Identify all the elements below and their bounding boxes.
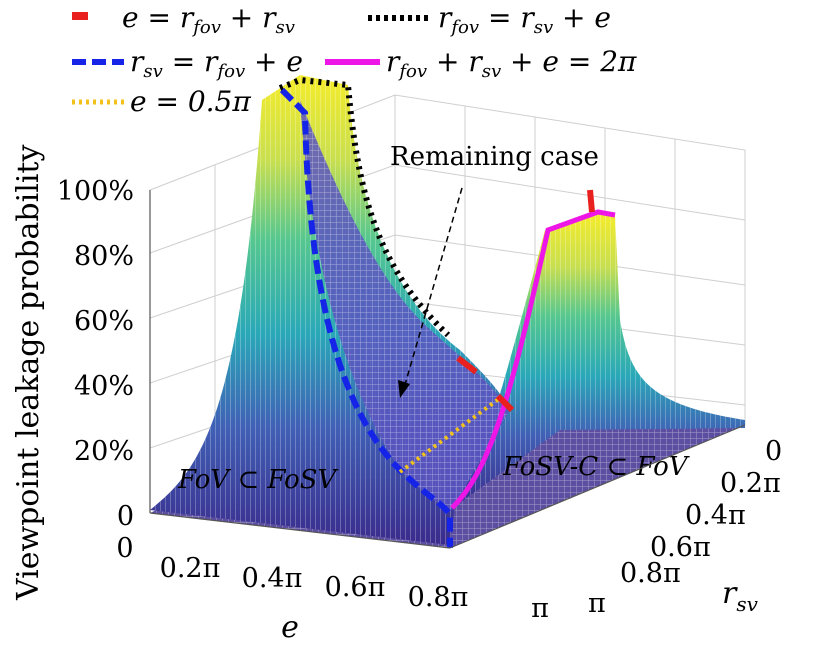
curve-e-eq-rfov-plus-rsv-3 [587, 189, 595, 213]
rsv-axis-label: rsv [722, 576, 759, 616]
rsv-axis-label-main: r [722, 576, 738, 611]
legend-swatch-red [72, 12, 88, 20]
x-tick-label: 0.6π [325, 572, 386, 603]
x-tick-label: π [531, 593, 549, 624]
region-label-fov-in-fosv: FoV ⊂ FoSV [177, 465, 338, 495]
boundary-curves [278, 76, 616, 548]
rsv-tick-label: 0.2π [720, 468, 781, 499]
rsv-axis-ticks: 0 0.2π 0.4π 0.6π 0.8π π [588, 436, 782, 619]
x-tick-label: 0.2π [160, 553, 221, 584]
z-tick-label: 20% [74, 436, 134, 467]
x-tick-label: 0 [116, 533, 133, 564]
curve-rfov-eq-rsv-plus-e [278, 76, 451, 338]
rsv-tick-label: 0 [765, 436, 782, 467]
legend-label-rsv-eq-rfov-plus-e: rsv = rfov + e [130, 45, 303, 82]
axes-lines [149, 190, 746, 549]
rsv-tick-label: π [588, 588, 606, 619]
annotation-remaining-case: Remaining case [390, 142, 599, 172]
legend-label-e-eq-0.5pi: e = 0.5π [130, 85, 251, 118]
rsv-tick-label: 0.8π [620, 558, 681, 589]
z-tick-label: 40% [74, 371, 134, 402]
z-axis-ticks: 0 20% 40% 60% 80% 100% [57, 176, 134, 532]
z-tick-label: 0 [117, 501, 134, 532]
x-axis-ticks: 0 0.2π 0.4π 0.6π 0.8π π [116, 533, 548, 624]
z-axis-label: Viewpoint leakage probability [11, 145, 46, 601]
remaining-case-annotation: Remaining case [390, 142, 599, 398]
x-tick-label: 0.4π [242, 563, 303, 594]
rsv-axis-label-sub: sv [736, 592, 758, 616]
z-tick-label: 60% [74, 306, 134, 337]
rsv-tick-label: 0.4π [685, 500, 746, 531]
region-label-fosv-c-in-fov: FoSV-C ⊂ FoV [502, 452, 690, 482]
z-tick-label: 100% [57, 176, 134, 207]
legend: e = rfov + rsv rfov = rsv + e rsv = rfov… [72, 1, 637, 118]
x-tick-label: 0.8π [408, 582, 469, 613]
curve-e-eq-rfov-plus-rsv-1 [456, 355, 478, 375]
x-axis-label: e [281, 610, 299, 645]
legend-label-sum-eq-2pi: rfov + rsv + e = 2π [386, 45, 637, 82]
surface-right-peak [450, 212, 745, 510]
z-tick-label: 80% [74, 241, 134, 272]
legend-label-e-eq-rfov-plus-rsv: e = rfov + rsv [122, 1, 295, 38]
rsv-tick-label: 0.6π [650, 532, 711, 563]
surface-left-peak [150, 75, 510, 545]
curve-e-eq-rfov-plus-rsv-2 [495, 393, 515, 413]
legend-label-rfov-eq-rsv-plus-e: rfov = rsv + e [438, 1, 611, 38]
